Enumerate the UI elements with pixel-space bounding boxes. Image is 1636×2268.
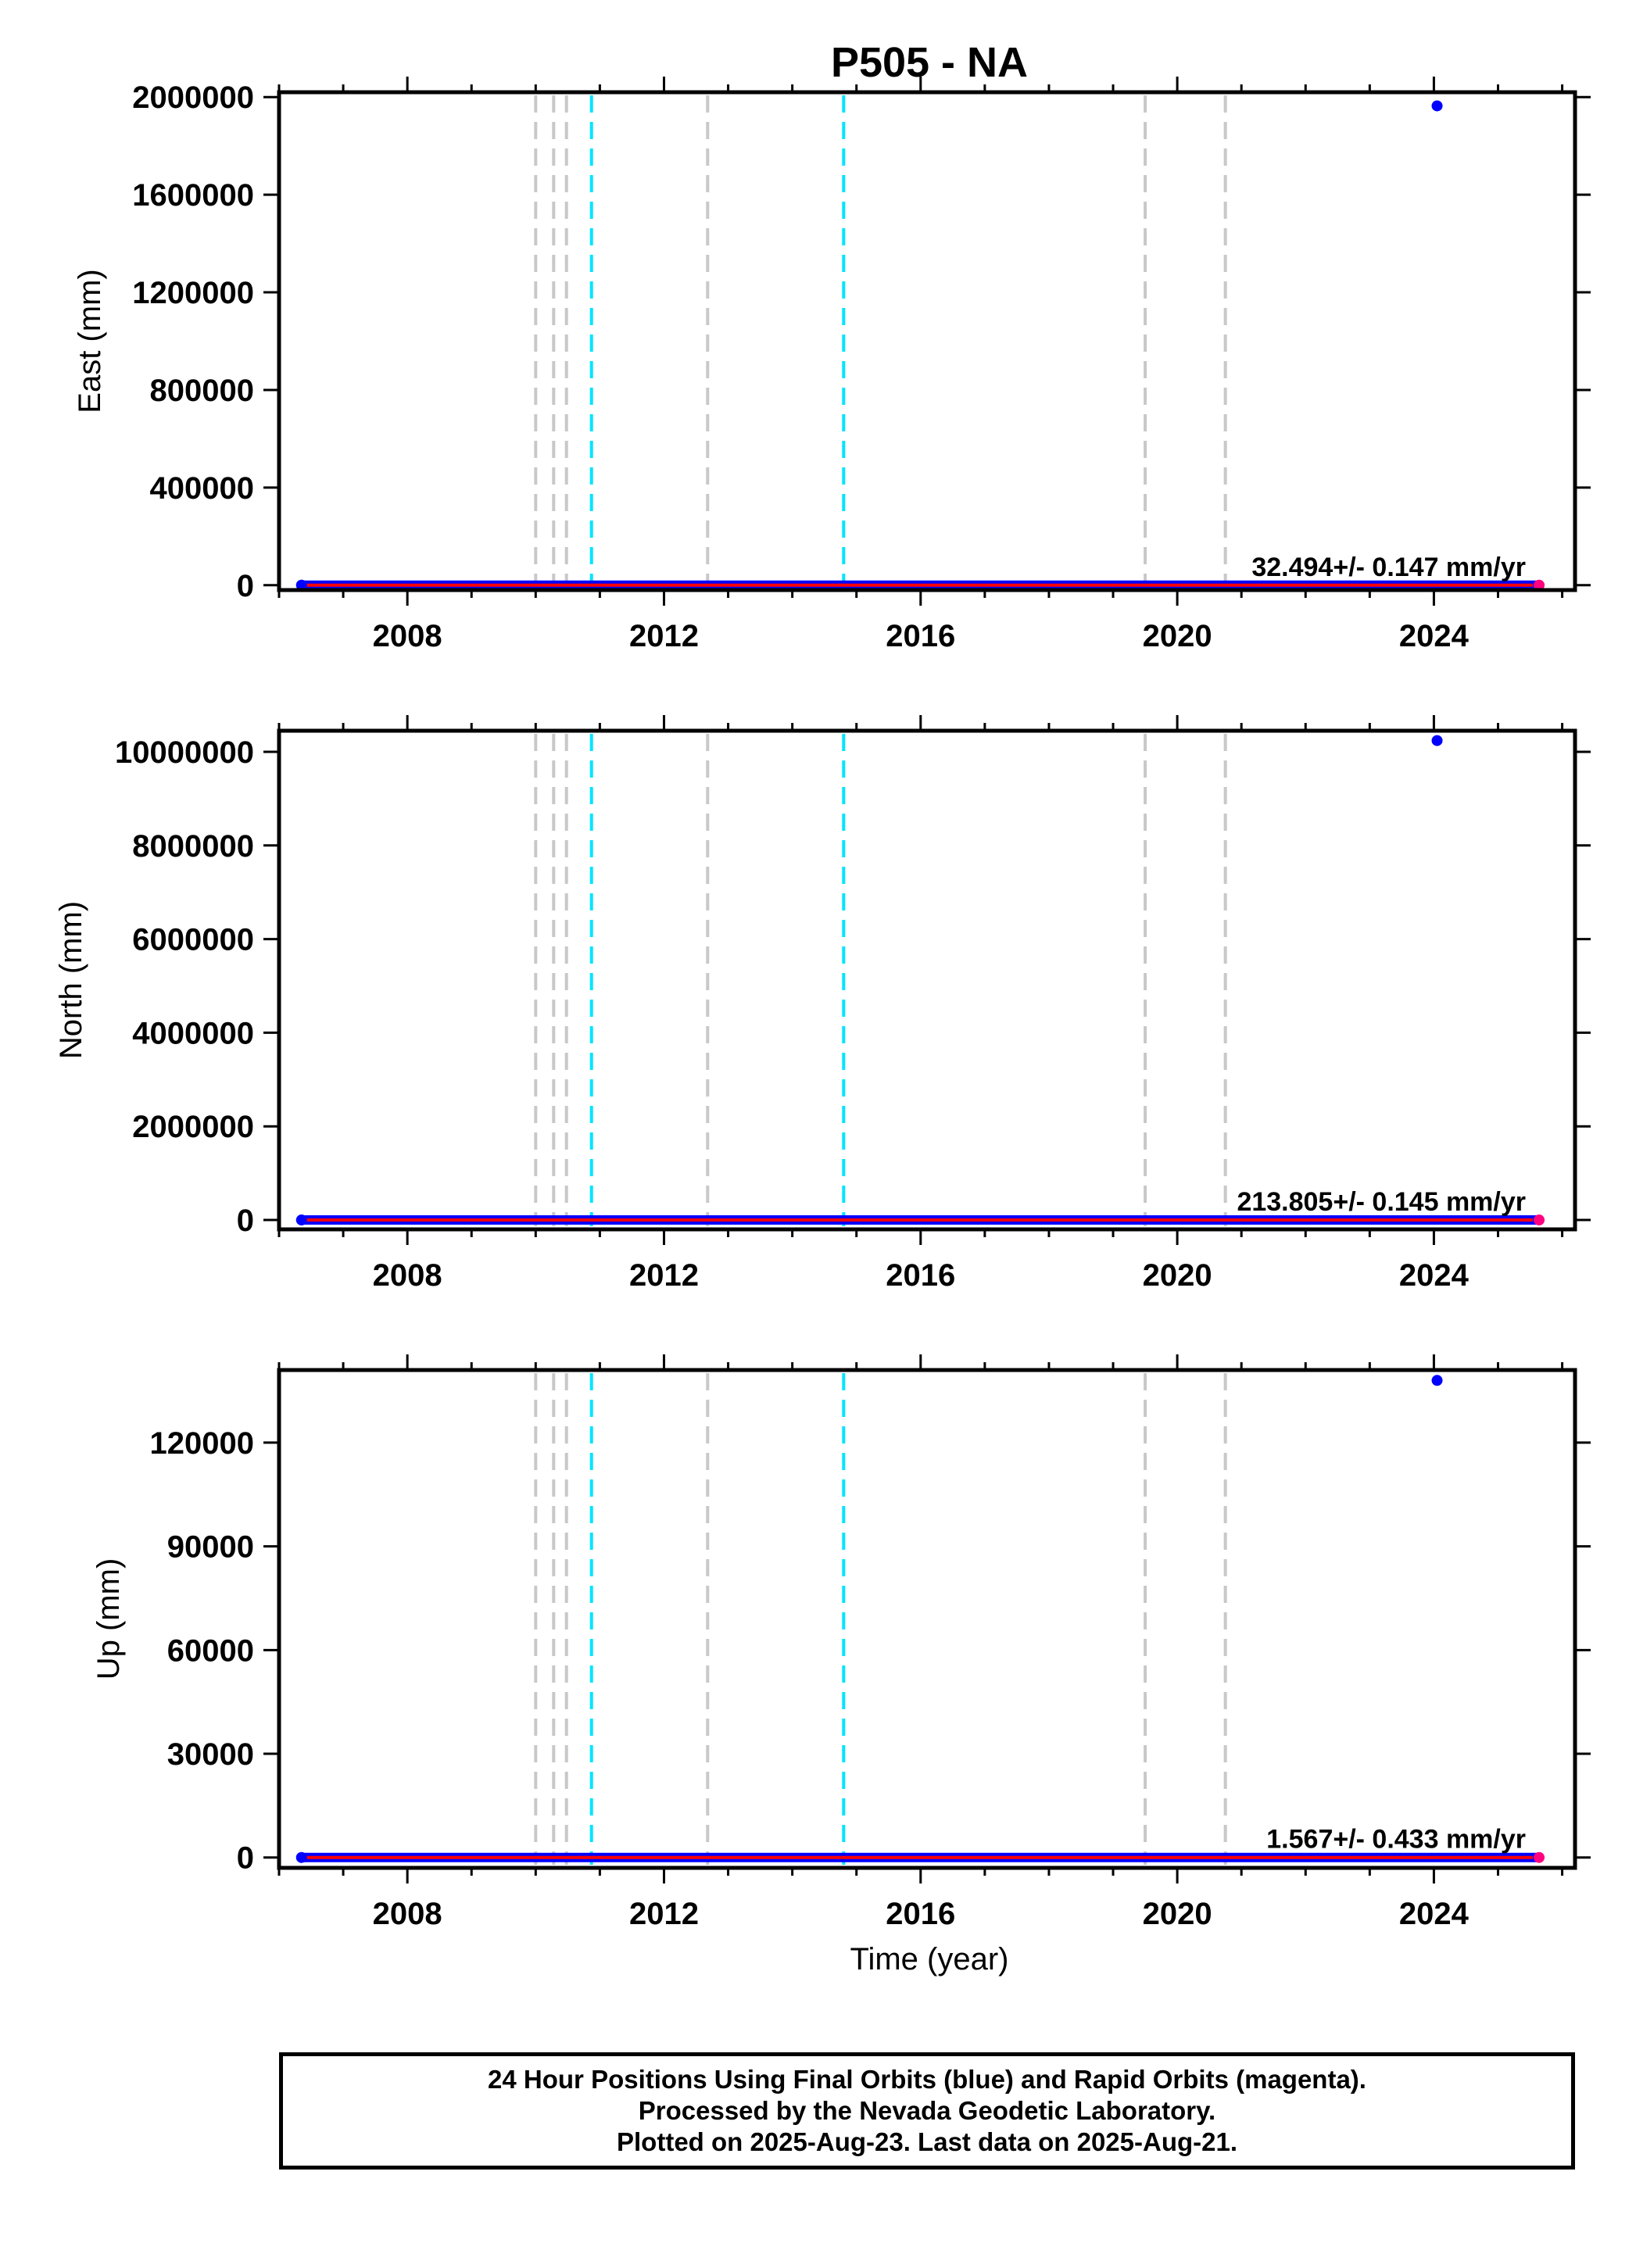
x-tick-label: 2024: [1399, 619, 1470, 653]
processing-info-box: 24 Hour Positions Using Final Orbits (bl…: [279, 2052, 1575, 2170]
y-tick-label: 400000: [150, 471, 254, 506]
outlier-point: [1431, 735, 1443, 746]
y-tick-label: 4000000: [132, 1016, 254, 1050]
x-tick-label: 2020: [1143, 619, 1212, 653]
rapid-orbit-point: [1534, 1214, 1545, 1226]
data-point-start: [295, 1214, 307, 1226]
panel-2: 2008 2012 2016 2020 2024 0 2000000 4000000 60000…: [54, 715, 1591, 1293]
x-tick-label: 2024: [1399, 1258, 1470, 1293]
y-axis-label: Up (mm): [91, 1558, 126, 1680]
velocity-rate-label: 213.805+/- 0.145 mm/yr: [1237, 1187, 1526, 1217]
plot-frame: [277, 728, 1577, 1232]
y-axis-label: East (mm): [73, 269, 107, 413]
footer-line-dates: Plotted on 2025-Aug-23. Last data on 202…: [617, 2127, 1237, 2156]
plot-frame: [277, 1368, 1577, 1870]
rapid-orbit-point: [1534, 579, 1545, 591]
x-tick-label: 2008: [373, 1258, 442, 1293]
y-tick-label: 0: [237, 1204, 254, 1238]
y-tick-label: 10000000: [115, 735, 254, 770]
y-tick-label: 30000: [167, 1737, 254, 1772]
data-point-start: [295, 579, 307, 591]
velocity-rate-label: 1.567+/- 0.433 mm/yr: [1266, 1825, 1526, 1855]
data-point-start: [295, 1851, 307, 1863]
chart-title: P505 - NA: [831, 39, 1028, 86]
y-tick-label: 1600000: [132, 178, 254, 213]
outlier-point: [1431, 100, 1443, 112]
y-tick-label: 0: [237, 1841, 254, 1876]
velocity-rate-label: 32.494+/- 0.147 mm/yr: [1251, 553, 1526, 582]
x-tick-label: 2012: [629, 619, 699, 653]
x-tick-label: 2024: [1399, 1897, 1470, 1931]
rapid-orbit-point: [1534, 1851, 1545, 1863]
x-tick-label: 2008: [373, 1897, 442, 1931]
x-axis-label: Time (year): [850, 1942, 1009, 1976]
panel-1: 2008 2012 2016 2020 2024 0 400000 800000 1200000…: [73, 77, 1591, 653]
y-tick-label: 6000000: [132, 923, 254, 957]
y-tick-label: 8000000: [132, 829, 254, 864]
y-tick-label: 0: [237, 569, 254, 603]
y-tick-label: 800000: [150, 374, 254, 408]
y-tick-label: 2000000: [132, 80, 254, 115]
x-tick-label: 2020: [1143, 1897, 1212, 1931]
y-axis-label: North (mm): [54, 901, 88, 1059]
y-tick-label: 90000: [167, 1530, 254, 1565]
panel-3: 2008 2012 2016 2020 2024 0 30000 60000 90000 1200…: [91, 1354, 1591, 1931]
x-tick-label: 2008: [373, 619, 442, 653]
plot-frame: [277, 90, 1577, 592]
x-tick-label: 2016: [886, 619, 955, 653]
y-tick-label: 60000: [167, 1633, 254, 1668]
x-tick-label: 2020: [1143, 1258, 1212, 1293]
y-tick-label: 2000000: [132, 1110, 254, 1144]
x-tick-label: 2016: [886, 1897, 955, 1931]
footer-line-orbits: 24 Hour Positions Using Final Orbits (bl…: [488, 2065, 1366, 2094]
outlier-point: [1431, 1375, 1443, 1386]
x-tick-label: 2012: [629, 1258, 699, 1293]
x-tick-label: 2016: [886, 1258, 955, 1293]
y-tick-label: 120000: [150, 1426, 254, 1461]
footer-line-processor: Processed by the Nevada Geodetic Laborat…: [638, 2096, 1216, 2125]
y-tick-label: 1200000: [132, 276, 254, 310]
x-tick-label: 2012: [629, 1897, 699, 1931]
